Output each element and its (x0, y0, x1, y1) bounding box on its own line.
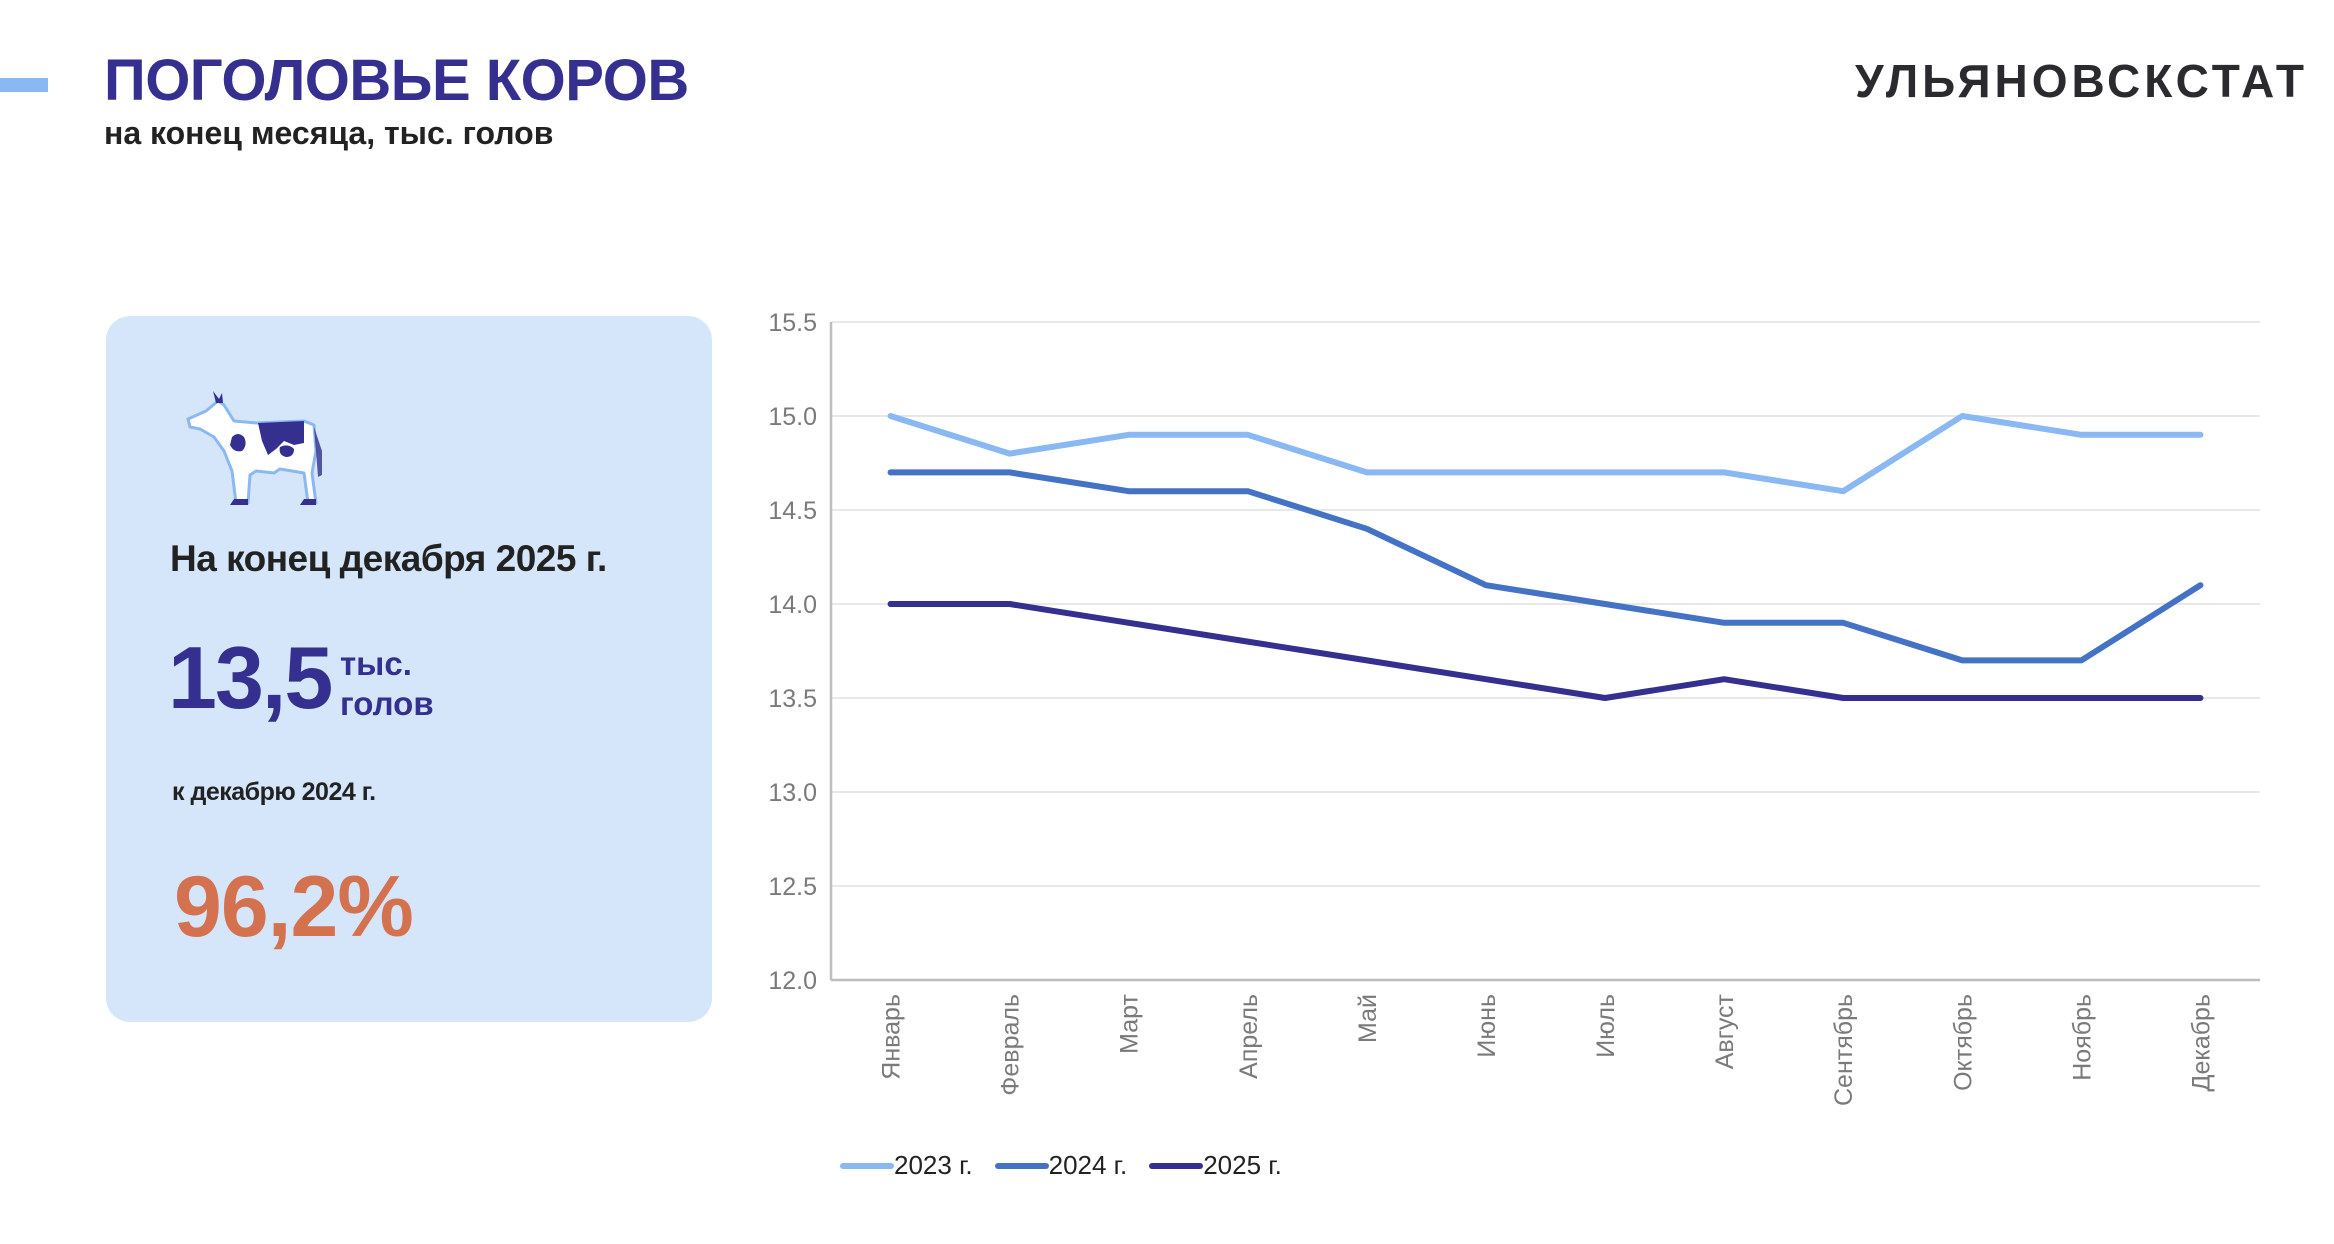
y-tick-label: 12.0 (768, 967, 817, 995)
x-tick-label: Март (1116, 993, 1144, 1053)
x-tick-label: Апрель (1235, 994, 1263, 1079)
x-tick-label: Октябрь (1949, 994, 1977, 1091)
page-subtitle: на конец месяца, тыс. голов (104, 115, 554, 151)
accent-bar (0, 78, 48, 92)
headcount-value: 13,5 (168, 628, 333, 727)
unit-line-2: голов (340, 685, 434, 722)
y-tick-label: 13.0 (768, 779, 817, 807)
legend-item: 2024 г. (994, 1150, 1128, 1181)
brand-logo: УЛЬЯНОВСКСТАТ (1855, 55, 2308, 107)
page-title: ПОГОЛОВЬЕ КОРОВ (104, 48, 689, 113)
legend-item: 2023 г. (840, 1150, 973, 1181)
headcount-unit: тыс. голов (340, 644, 434, 724)
x-tick-label: Январь (878, 994, 906, 1080)
legend-item: 2025 г. (1149, 1150, 1282, 1181)
y-tick-label: 14.5 (768, 497, 817, 525)
x-tick-label: Декабрь (2187, 994, 2215, 1091)
unit-line-1: тыс. (340, 645, 412, 682)
percent-value: 96,2% (174, 859, 414, 955)
legend-swatch (1149, 1162, 1204, 1169)
x-tick-label: Июнь (1473, 994, 1501, 1058)
x-tick-label: Июль (1592, 994, 1620, 1058)
y-tick-label: 15.5 (768, 309, 817, 337)
chart-legend: 2023 г. 2024 г. 2025 г. (840, 1150, 1282, 1181)
cow-icon (186, 391, 322, 505)
x-tick-label: Август (1711, 993, 1739, 1069)
legend-label: 2024 г. (1048, 1150, 1128, 1180)
legend-label: 2025 г. (1203, 1150, 1282, 1180)
series-line-2024 (887, 469, 2204, 664)
summary-card: На конец декабря 2025 г. 13,5 тыс. голов… (106, 316, 712, 1022)
legend-label: 2023 г. (894, 1150, 973, 1180)
legend-swatch (840, 1162, 894, 1169)
x-tick-label: Февраль (997, 994, 1025, 1096)
series-line-2025 (887, 601, 2204, 701)
x-tick-label: Май (1354, 994, 1382, 1043)
compare-label: к декабрю 2024 г. (172, 778, 376, 806)
x-tick-label: Сентябрь (1830, 994, 1858, 1106)
y-tick-label: 12.5 (768, 873, 817, 901)
period-label: На конец декабря 2025 г. (170, 538, 607, 579)
x-tick-label: Ноябрь (2068, 994, 2096, 1081)
y-tick-label: 14.0 (768, 591, 817, 619)
y-tick-label: 15.0 (768, 403, 817, 431)
y-tick-label: 13.5 (768, 685, 817, 713)
legend-swatch (994, 1162, 1049, 1169)
series-line-2023 (887, 413, 2204, 495)
